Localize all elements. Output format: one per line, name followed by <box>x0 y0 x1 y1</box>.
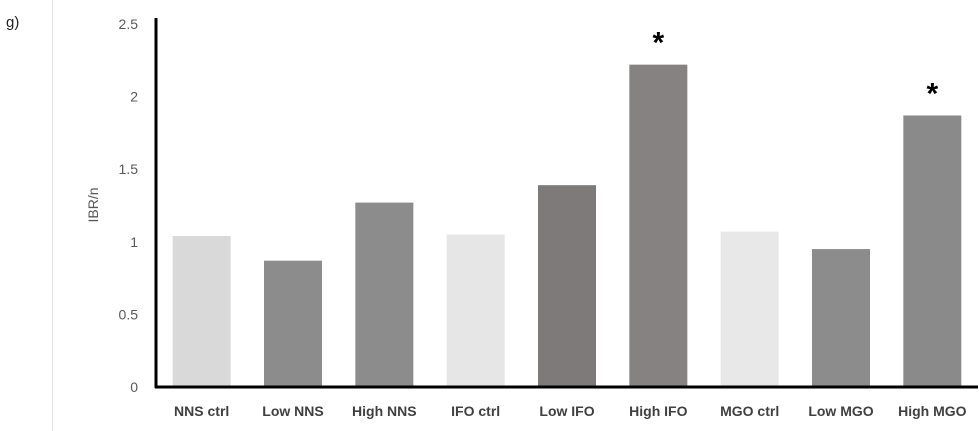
bar-low-ifo <box>538 185 596 387</box>
bar-low-nns <box>264 260 322 387</box>
y-tick-label: 2 <box>130 89 138 105</box>
y-tick-label: 2.5 <box>119 16 139 32</box>
panel-label: g) <box>6 14 20 31</box>
bar-ifo-ctrl <box>446 234 505 387</box>
x-tick-label: High MGO <box>898 403 967 419</box>
x-tick-label: High IFO <box>629 403 687 419</box>
significance-asterisk: * <box>652 27 664 60</box>
bar-nns-ctrl <box>172 235 231 387</box>
x-tick-label: Low IFO <box>539 403 594 419</box>
y-tick-label: 0.5 <box>119 306 139 322</box>
x-tick-label: Low MGO <box>808 403 873 419</box>
x-tick-label: Low NNS <box>262 403 323 419</box>
bar-low-mgo <box>812 249 870 387</box>
bar-high-nns <box>355 202 414 387</box>
x-tick-label: NNS ctrl <box>174 403 229 419</box>
bar-high-ifo <box>629 64 688 387</box>
y-tick-label: 0 <box>130 379 138 395</box>
x-tick-label: IFO ctrl <box>451 403 500 419</box>
panel-divider <box>52 0 53 431</box>
x-tick-label: MGO ctrl <box>720 403 779 419</box>
bar-mgo-ctrl <box>720 231 779 387</box>
y-axis-label: IBR/n <box>85 187 101 222</box>
x-tick-label: High NNS <box>352 403 417 419</box>
significance-asterisk: * <box>926 77 938 110</box>
bar-high-mgo <box>903 115 962 387</box>
y-tick-label: 1 <box>130 234 138 250</box>
y-tick-label: 1.5 <box>119 161 139 177</box>
